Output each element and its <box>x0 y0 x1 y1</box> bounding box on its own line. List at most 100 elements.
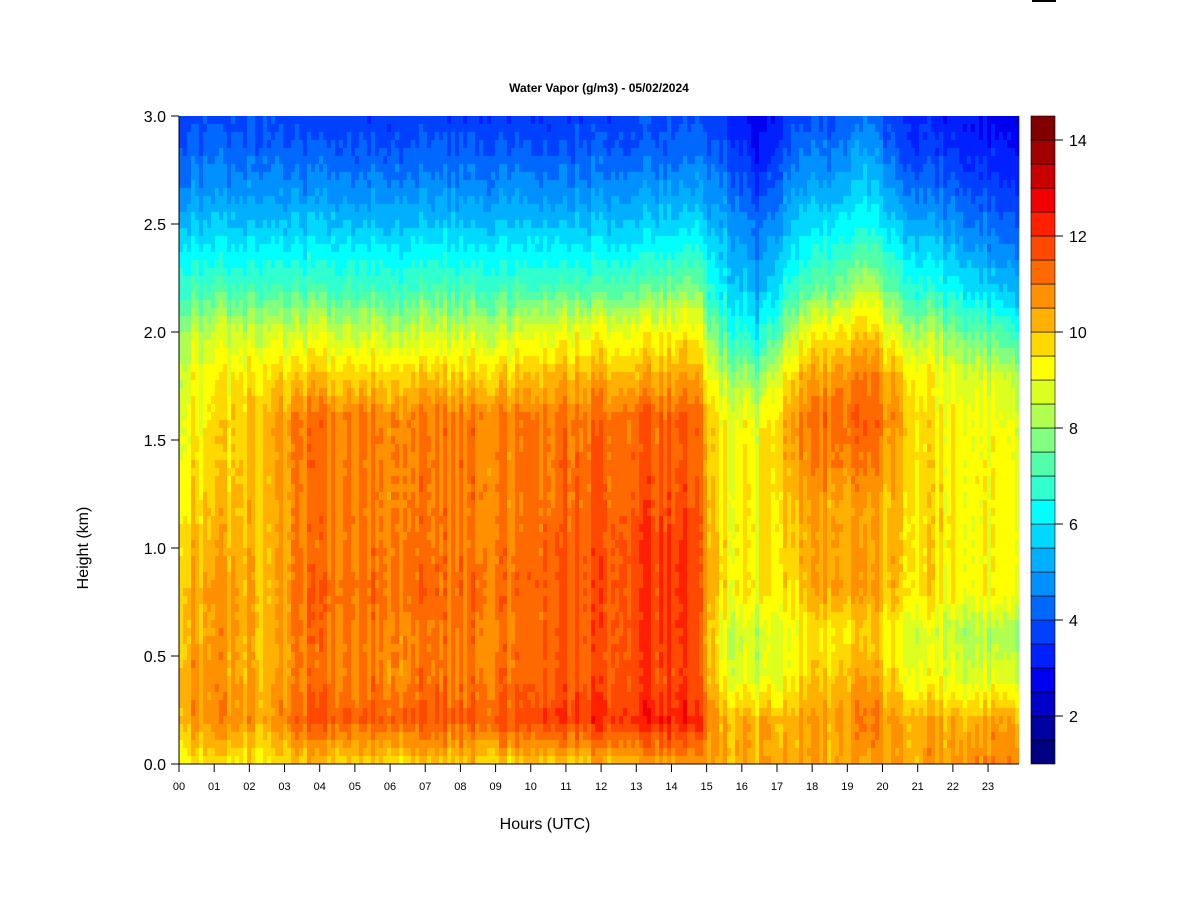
heatmap-cell <box>203 132 208 141</box>
heatmap-cell <box>383 484 388 493</box>
heatmap-cell <box>315 380 320 389</box>
heatmap-cell <box>291 244 296 253</box>
heatmap-cell <box>267 140 272 149</box>
heatmap-cell <box>311 556 316 565</box>
heatmap-cell <box>263 180 268 189</box>
heatmap-cell <box>359 284 364 293</box>
heatmap-cell <box>231 300 236 309</box>
heatmap-cell <box>287 372 292 381</box>
heatmap-cell <box>275 124 280 133</box>
heatmap-cell <box>255 524 260 533</box>
heatmap-cell <box>295 340 300 349</box>
heatmap-cell <box>383 180 388 189</box>
heatmap-cell <box>411 156 416 165</box>
heatmap-cell <box>183 212 188 221</box>
heatmap-cell <box>399 564 404 573</box>
heatmap-cell <box>379 428 384 437</box>
heatmap-cell <box>327 204 332 213</box>
heatmap-cell <box>403 652 408 661</box>
heatmap-cell <box>375 500 380 509</box>
heatmap-cell <box>187 244 192 253</box>
heatmap-cell <box>415 676 420 685</box>
heatmap-cell <box>243 644 248 653</box>
heatmap-cell <box>339 228 344 237</box>
heatmap-cell <box>407 596 412 605</box>
heatmap-cell <box>415 204 420 213</box>
heatmap-cell <box>219 644 224 653</box>
heatmap-cell <box>375 396 380 405</box>
chart-title: Water Vapor (g/m3) - 05/02/2024 <box>509 81 689 95</box>
heatmap-cell <box>415 356 420 365</box>
heatmap-cell <box>367 492 372 501</box>
heatmap-cell <box>299 676 304 685</box>
heatmap-cell <box>387 220 392 229</box>
heatmap-cell <box>311 316 316 325</box>
heatmap-cell <box>215 388 220 397</box>
heatmap-cell <box>407 252 412 261</box>
heatmap-cell <box>291 236 296 245</box>
heatmap-cell <box>411 732 416 741</box>
heatmap-cell <box>219 372 224 381</box>
heatmap-cell <box>327 572 332 581</box>
heatmap-cell <box>375 132 380 141</box>
heatmap-cell <box>371 484 376 493</box>
heatmap-cell <box>379 708 384 717</box>
heatmap-cell <box>211 500 216 509</box>
heatmap-cell <box>339 188 344 197</box>
heatmap-cell <box>223 140 228 149</box>
heatmap-cell <box>255 244 260 253</box>
heatmap-cell <box>315 132 320 141</box>
heatmap-cell <box>179 204 184 213</box>
heatmap-cell <box>239 636 244 645</box>
heatmap-cell <box>419 252 424 261</box>
heatmap-cell <box>383 732 388 741</box>
heatmap-cell <box>379 252 384 261</box>
heatmap-cell <box>339 436 344 445</box>
heatmap-cell <box>275 156 280 165</box>
heatmap-cell <box>327 756 332 765</box>
heatmap-cell <box>183 140 188 149</box>
heatmap-cell <box>207 668 212 677</box>
heatmap-cell <box>207 236 212 245</box>
heatmap-cell <box>367 420 372 429</box>
heatmap-cell <box>399 444 404 453</box>
heatmap-cell <box>419 156 424 165</box>
heatmap-cell <box>315 660 320 669</box>
heatmap-cell <box>231 364 236 373</box>
heatmap-cell <box>227 196 232 205</box>
heatmap-cell <box>347 356 352 365</box>
heatmap-cell <box>379 284 384 293</box>
heatmap-cell <box>347 716 352 725</box>
heatmap-cell <box>395 524 400 533</box>
heatmap-cell <box>327 692 332 701</box>
heatmap-cell <box>367 156 372 165</box>
heatmap-cell <box>207 252 212 261</box>
heatmap-cell <box>387 396 392 405</box>
heatmap-cell <box>351 452 356 461</box>
heatmap-cell <box>227 212 232 221</box>
heatmap-cell <box>351 148 356 157</box>
heatmap-cell <box>383 676 388 685</box>
heatmap-cell <box>259 292 264 301</box>
heatmap-cell <box>387 132 392 141</box>
heatmap-cell <box>203 548 208 557</box>
heatmap-cell <box>331 284 336 293</box>
heatmap-cell <box>387 700 392 709</box>
heatmap-cell <box>387 356 392 365</box>
heatmap-cell <box>231 612 236 621</box>
heatmap-cell <box>219 332 224 341</box>
heatmap-cell <box>415 636 420 645</box>
heatmap-cell <box>235 212 240 221</box>
heatmap-cell <box>347 196 352 205</box>
heatmap-cell <box>267 412 272 421</box>
heatmap-cell <box>387 596 392 605</box>
heatmap-cell <box>187 252 192 261</box>
heatmap-cell <box>375 244 380 253</box>
heatmap-cell <box>319 348 324 357</box>
heatmap-cell <box>411 340 416 349</box>
heatmap-cell <box>311 196 316 205</box>
heatmap-cell <box>323 596 328 605</box>
heatmap-cell <box>187 268 192 277</box>
heatmap-cell <box>399 692 404 701</box>
heatmap-cell <box>283 580 288 589</box>
